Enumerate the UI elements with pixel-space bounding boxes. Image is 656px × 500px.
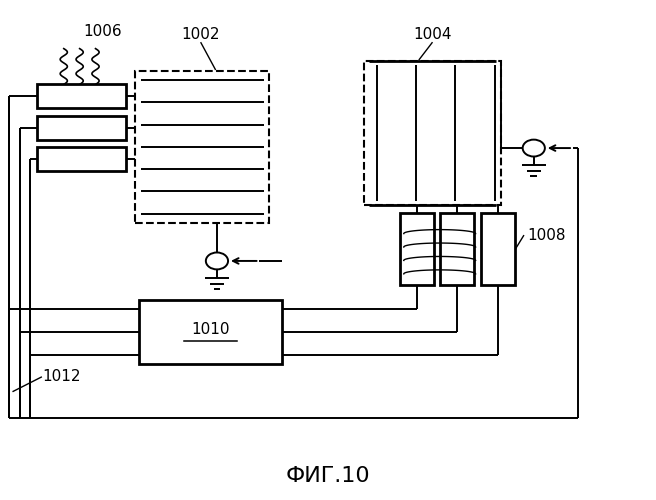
Bar: [481, 212, 515, 285]
Bar: [364, 61, 501, 205]
Bar: [37, 147, 125, 171]
Bar: [37, 84, 125, 108]
Text: 1004: 1004: [413, 27, 452, 42]
Text: 1006: 1006: [83, 24, 122, 38]
Bar: [37, 116, 125, 140]
Bar: [138, 300, 282, 364]
Bar: [400, 212, 434, 285]
Bar: [440, 212, 474, 285]
Text: 1012: 1012: [42, 370, 81, 384]
Bar: [135, 71, 269, 223]
Text: 1010: 1010: [191, 322, 230, 336]
Text: 1008: 1008: [527, 228, 565, 242]
Text: 1002: 1002: [181, 27, 220, 42]
Circle shape: [523, 140, 545, 156]
Circle shape: [206, 252, 228, 270]
Text: ФИГ.10: ФИГ.10: [285, 466, 371, 486]
